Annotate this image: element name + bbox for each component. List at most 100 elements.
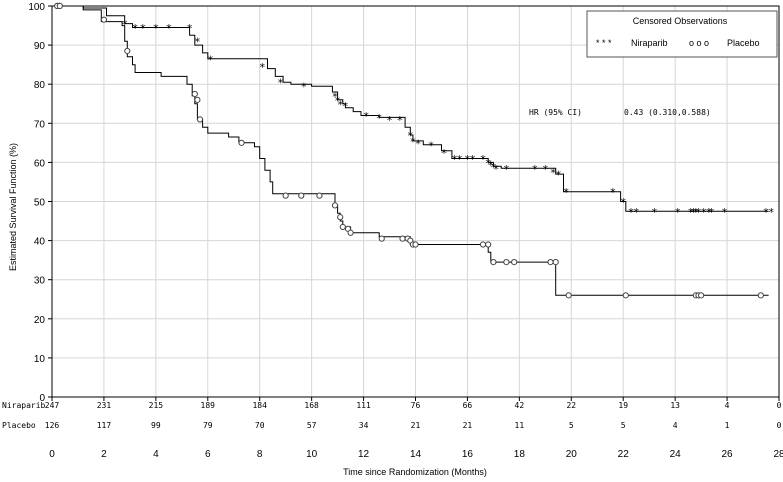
censor-mark-niraparib: *: [301, 81, 307, 94]
at-risk-value: 13: [670, 401, 680, 410]
censor-mark-niraparib: *: [376, 112, 382, 125]
censor-mark-niraparib: *: [132, 22, 138, 35]
x-tick-label: 20: [566, 449, 578, 460]
y-tick-label: 0: [39, 393, 45, 404]
x-tick-label: 0: [49, 449, 55, 460]
x-tick-label: 8: [257, 449, 263, 460]
at-risk-value: 215: [149, 401, 164, 410]
at-risk-value: 21: [463, 421, 473, 430]
at-risk-value: 66: [463, 401, 473, 410]
censor-mark-niraparib: *: [363, 110, 369, 123]
y-tick-label: 50: [34, 198, 46, 209]
legend-marker-niraparib: * * *: [596, 38, 612, 48]
at-risk-value: 57: [307, 421, 317, 430]
x-tick-label: 10: [306, 449, 318, 460]
hr-value: 0.43 (0.310,0.588): [624, 108, 711, 117]
x-tick-label: 4: [153, 449, 159, 460]
hr-label: HR (95% CI): [529, 108, 582, 117]
censor-mark-placebo: [552, 259, 559, 266]
at-risk-value: 111: [356, 401, 371, 410]
at-risk-value: 19: [618, 401, 628, 410]
censor-mark-placebo: [337, 214, 344, 221]
censor-mark-niraparib: *: [332, 90, 338, 103]
censor-mark-niraparib: *: [610, 186, 616, 199]
legend-marker-placebo: o o o: [689, 38, 709, 48]
censor-mark-placebo: [378, 235, 385, 242]
at-risk-value: 34: [359, 421, 369, 430]
at-risk-value: 0: [777, 401, 782, 410]
censor-mark-placebo: [547, 259, 554, 266]
censor-mark-placebo: [511, 259, 518, 266]
at-risk-value: 79: [203, 421, 213, 430]
at-risk-value: 184: [252, 401, 267, 410]
censor-mark-niraparib: *: [709, 206, 715, 219]
x-tick-label: 6: [205, 449, 211, 460]
censor-mark-placebo: [316, 192, 323, 199]
censor-mark-niraparib: *: [166, 22, 172, 35]
censor-mark-niraparib: *: [620, 196, 626, 209]
legend: Censored Observations * * * Niraparib o …: [586, 10, 778, 58]
at-risk-row-label: Placebo: [2, 421, 36, 430]
censor-mark-niraparib: *: [208, 53, 214, 66]
censor-mark-placebo: [565, 292, 572, 299]
at-risk-value: 126: [45, 421, 60, 430]
at-risk-value: 189: [201, 401, 216, 410]
censor-mark-placebo: [100, 16, 108, 23]
km-line-niraparib: [52, 5, 769, 212]
censor-mark-niraparib: *: [337, 98, 343, 111]
x-tick-label: 2: [101, 449, 107, 460]
censor-mark-niraparib: *: [415, 137, 421, 150]
at-risk-value: 70: [255, 421, 265, 430]
at-risk-value: 76: [411, 401, 421, 410]
censor-mark-placebo: [238, 139, 245, 146]
censor-mark-niraparib: *: [485, 157, 491, 170]
at-risk-value: 168: [304, 401, 319, 410]
censor-mark-placebo: [339, 223, 346, 231]
x-tick-label: 18: [514, 449, 526, 460]
censor-mark-placebo: [191, 90, 198, 98]
censor-mark-niraparib: *: [260, 61, 266, 74]
censor-mark-placebo: [56, 2, 63, 10]
censor-mark-niraparib: *: [480, 153, 486, 166]
censor-mark-niraparib: *: [410, 135, 416, 148]
censor-mark-placebo: [399, 235, 406, 242]
y-axis: 0 10 20 30 40 50 60 70 80 90 100: [28, 2, 52, 404]
censor-mark-niraparib: *: [701, 206, 707, 219]
at-risk-value: 5: [569, 421, 574, 430]
censor-mark-niraparib: *: [550, 167, 556, 180]
censor-mark-niraparib: *: [652, 206, 658, 219]
y-tick-label: 90: [34, 41, 46, 52]
x-tick-label: 16: [462, 449, 474, 460]
y-tick-label: 10: [34, 354, 46, 365]
censor-mark-niraparib: *: [441, 147, 447, 160]
censor-mark-placebo: [698, 292, 705, 299]
censor-mark-niraparib: *: [706, 206, 712, 219]
censor-mark-niraparib: *: [563, 186, 569, 199]
at-risk-value: 4: [725, 401, 730, 410]
censor-mark-niraparib: *: [693, 206, 699, 219]
x-tick-label: 28: [773, 449, 783, 460]
y-tick-label: 100: [28, 2, 45, 13]
censor-mark-placebo: [757, 292, 764, 299]
censor-mark-niraparib: *: [675, 206, 681, 219]
censor-mark-niraparib: *: [628, 206, 634, 219]
at-risk-value: 247: [45, 401, 60, 410]
y-tick-label: 20: [34, 315, 46, 326]
censor-mark-placebo: [331, 202, 339, 209]
censor-mark-placebo: [124, 47, 131, 55]
censor-mark-placebo: [412, 241, 419, 248]
censor-mark-niraparib: *: [140, 22, 146, 35]
at-risk-value: 0: [777, 421, 782, 430]
censor-mark-placebo: [622, 292, 629, 299]
censor-mark-niraparib: *: [488, 159, 494, 172]
censor-mark-niraparib: *: [470, 153, 476, 166]
at-risk-value: 231: [97, 401, 112, 410]
censor-mark-niraparib: *: [187, 22, 193, 35]
censor-mark-placebo: [485, 241, 492, 248]
censor-mark-niraparib: *: [428, 139, 434, 152]
at-risk-value: 5: [621, 421, 626, 430]
at-risk-value: 22: [566, 401, 576, 410]
y-tick-label: 60: [34, 158, 46, 169]
legend-title: Censored Observations: [633, 16, 728, 26]
censor-mark-niraparib: *: [122, 18, 128, 31]
